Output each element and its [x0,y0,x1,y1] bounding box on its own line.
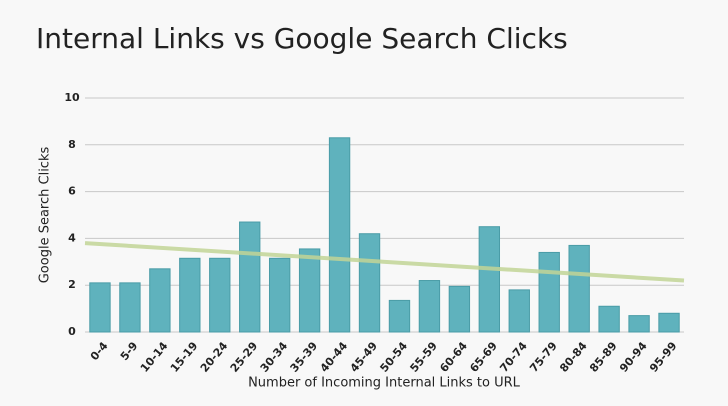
bar [418,280,441,333]
x-tick-label: 60-64 [437,339,470,375]
x-tick-label: 5-9 [118,340,141,364]
bar [478,226,501,333]
bar [268,257,291,333]
x-tick-label: 15-19 [168,340,201,375]
bar [209,257,231,333]
bar [568,244,590,333]
x-tick-label: 95-99 [647,340,680,375]
bar [598,305,620,333]
x-tick-label: 35-39 [288,340,321,375]
bar [538,251,560,333]
x-tick-label: 30-34 [258,339,291,375]
chart-title: Internal Links vs Google Search Clicks [36,22,568,55]
x-tick-label: 70-74 [497,339,530,375]
x-tick-label: 10-14 [138,339,171,375]
bar [658,312,680,333]
x-tick-label: 50-54 [377,339,410,375]
x-tick-label: 65-69 [467,340,500,375]
y-axis-title: Google Search Clicks [38,147,53,284]
bar [628,315,650,333]
x-tick-label: 85-89 [587,340,620,375]
bar [119,282,141,333]
x-tick-label: 75-79 [527,340,560,375]
x-tick-label: 45-49 [348,340,381,375]
y-tick-label: 8 [68,138,76,151]
x-tick-label: 55-59 [407,340,440,375]
x-tick-label: 0-4 [88,339,111,363]
y-tick-label: 10 [64,91,80,104]
bar [448,285,471,333]
bar [508,289,530,333]
bar [358,233,381,333]
x-tick-label: 25-29 [228,340,261,375]
bar [149,268,171,333]
x-tick-label: 80-84 [557,339,590,375]
trendline [84,241,685,283]
bar [328,137,351,333]
y-tick-label: 4 [68,231,76,244]
y-tick-label: 2 [68,278,76,291]
bar [239,221,261,333]
bar [298,248,321,333]
bar [388,299,411,333]
x-tick-label: 40-44 [318,339,351,375]
x-tick-label: 90-94 [617,339,650,375]
bar [89,282,111,333]
y-tick-label: 6 [68,185,76,198]
x-axis-title: Number of Incoming Internal Links to URL [248,376,521,391]
x-tick-label: 20-24 [198,339,231,375]
bar [179,257,201,333]
y-tick-label: 0 [68,325,76,338]
